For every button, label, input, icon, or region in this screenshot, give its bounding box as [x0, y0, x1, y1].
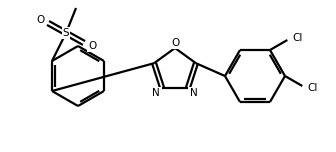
Text: Cl: Cl: [292, 33, 302, 43]
Text: N: N: [152, 88, 160, 98]
Text: O: O: [171, 38, 179, 48]
Text: S: S: [63, 28, 69, 38]
Text: O: O: [36, 15, 44, 25]
Text: N: N: [190, 88, 198, 98]
Text: O: O: [88, 41, 96, 51]
Text: Cl: Cl: [307, 83, 318, 93]
